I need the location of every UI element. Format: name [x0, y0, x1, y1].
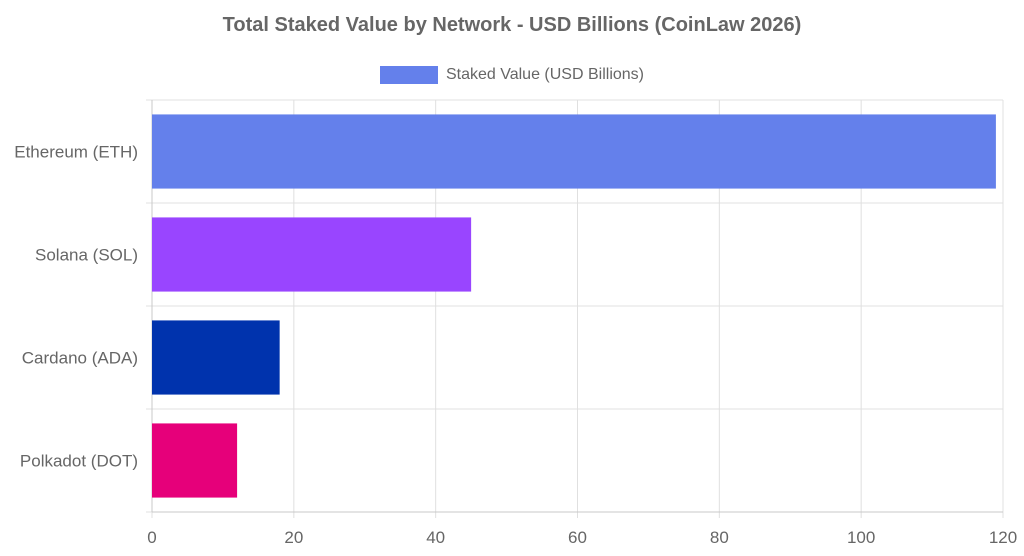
x-tick-label: 0	[147, 528, 156, 547]
x-tick-label: 80	[710, 528, 729, 547]
y-tick-label: Polkadot (DOT)	[20, 452, 138, 471]
y-tick-label: Ethereum (ETH)	[14, 143, 138, 162]
bar	[152, 114, 996, 189]
legend-swatch	[379, 66, 438, 84]
bar	[152, 320, 280, 395]
chart-title: Total Staked Value by Network - USD Bill…	[222, 14, 802, 36]
legend-label: Staked Value (USD Billions)	[445, 66, 644, 83]
x-tick-label: 120	[989, 528, 1017, 547]
bar	[152, 423, 238, 498]
x-tick-label: 40	[426, 528, 445, 547]
bar	[152, 217, 472, 292]
x-tick-label: 100	[847, 528, 875, 547]
legend[interactable]: Staked Value (USD Billions)	[0, 66, 1024, 84]
y-tick-label: Solana (SOL)	[35, 246, 138, 265]
x-tick-label: 20	[284, 528, 303, 547]
y-tick-label: Cardano (ADA)	[22, 349, 138, 368]
x-tick-label: 60	[568, 528, 587, 547]
